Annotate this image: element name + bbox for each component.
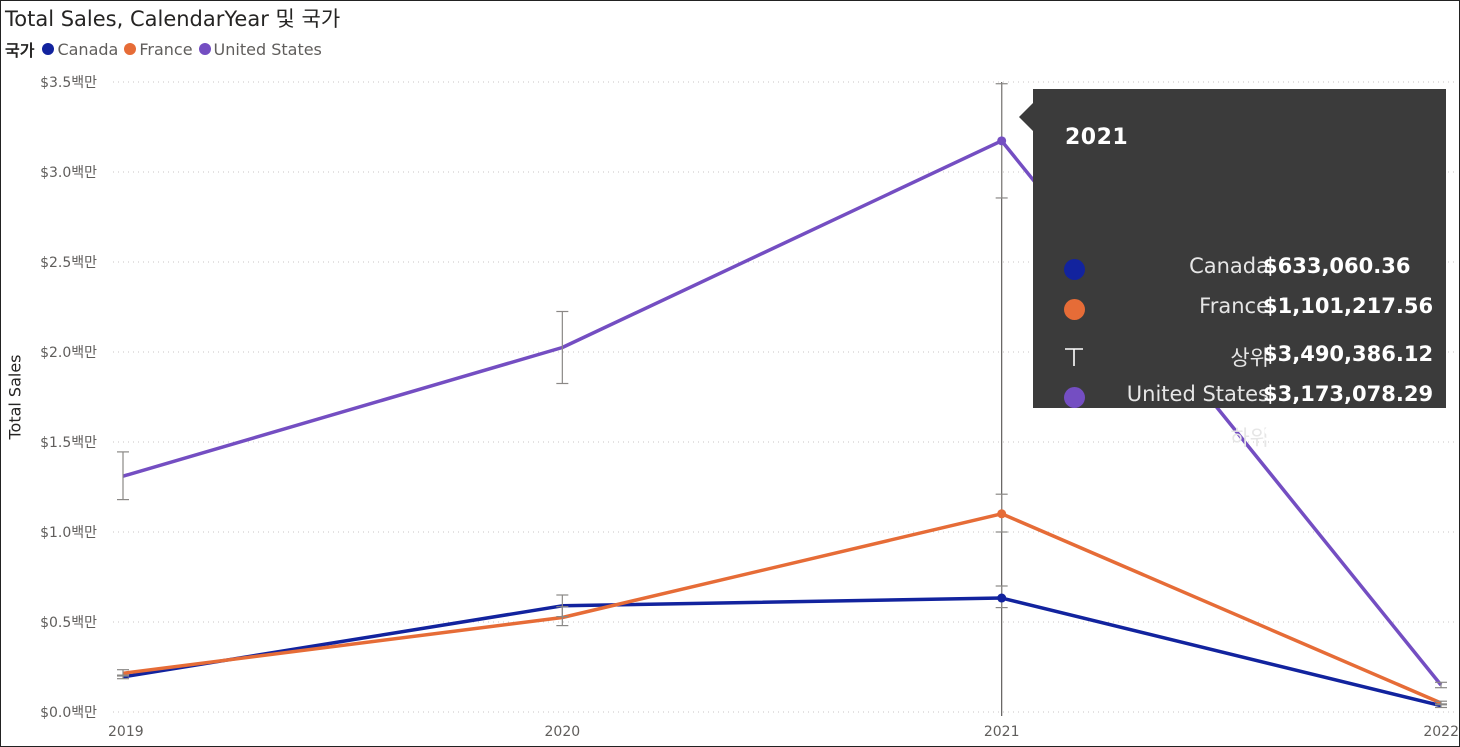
series-line-canada — [122, 596, 1442, 708]
x-tick-label: 2019 — [108, 724, 144, 740]
tooltip-marker-canada — [1063, 258, 1085, 280]
tooltip-row-canada: Canada $633,060.36 — [1063, 252, 1433, 284]
tooltip-pointer — [1019, 103, 1033, 131]
y-tick-label: $0.0백만 — [40, 705, 97, 721]
legend-item-france[interactable]: France — [124, 39, 193, 59]
legend-item-canada[interactable]: Canada — [42, 40, 118, 59]
lower-bound-icon — [1063, 426, 1085, 448]
series-line-france — [122, 512, 1442, 705]
tooltip-dot-united-states — [1063, 386, 1085, 408]
legend-marker-united-states — [198, 43, 211, 55]
tooltip-value-united-states: $3,173,078.29 — [1263, 382, 1434, 406]
upper-bound-icon — [1063, 346, 1085, 368]
tooltip-label-united-states: United States — [1126, 382, 1269, 406]
chart-title: Total Sales, CalendarYear 및 국가 — [5, 7, 341, 31]
x-tick-label: 2022 — [1423, 724, 1459, 740]
data-point-canada — [997, 593, 1007, 603]
tooltip-row-upper: 상위 $3,490,386.12 — [1063, 340, 1433, 372]
tooltip-row-france: France $1,101,217.56 — [1063, 292, 1433, 324]
tooltip: 2021 Canada $633,060.36 France $1,101,21… — [1019, 89, 1446, 450]
y-tick-label: $1.5백만 — [40, 435, 97, 451]
legend-label-france: France — [139, 39, 193, 59]
legend-marker-canada — [42, 43, 55, 55]
tooltip-label-france: France — [1199, 294, 1269, 318]
tooltip-value-lower: $2,855,770.46 — [1263, 422, 1434, 446]
tooltip-value-upper: $3,490,386.12 — [1263, 342, 1434, 366]
tooltip-marker-united-states — [1063, 386, 1085, 408]
y-tick-label: $2.0백만 — [40, 345, 97, 361]
series-line-united-states — [122, 139, 1443, 687]
legend-marker-france — [124, 43, 137, 55]
y-tick-label: $2.5백만 — [40, 255, 97, 271]
data-point-united-states — [997, 136, 1007, 146]
y-tick-label: $3.5백만 — [40, 75, 97, 91]
y-tick-label: $3.0백만 — [40, 165, 97, 181]
tooltip-label-upper: 상위 — [1230, 346, 1269, 370]
tooltip-title: 2021 — [1065, 125, 1129, 150]
legend-label-united-states: United States — [213, 39, 322, 59]
legend: 국가 Canada France United States — [5, 38, 328, 61]
data-point-france — [997, 509, 1007, 519]
y-tick-label: $0.5백만 — [40, 615, 97, 631]
tooltip-row-lower: 하위 $2,855,770.46 — [1063, 420, 1433, 452]
tooltip-label-canada: Canada — [1189, 254, 1269, 278]
legend-label-canada: Canada — [57, 39, 119, 59]
legend-title: 국가 — [5, 41, 35, 60]
x-tick-label: 2021 — [984, 724, 1020, 740]
tooltip-value-france: $1,101,217.56 — [1263, 294, 1434, 318]
tooltip-row-united-states: United States $3,173,078.29 — [1063, 380, 1433, 412]
tooltip-dot-canada — [1063, 258, 1085, 280]
x-tick-label: 2020 — [545, 724, 581, 740]
legend-item-united-states[interactable]: United States — [198, 39, 322, 59]
tooltip-value-canada: $633,060.36 — [1263, 254, 1411, 278]
y-tick-label: $1.0백만 — [40, 525, 97, 541]
tooltip-label-lower: 하위 — [1230, 426, 1269, 450]
tooltip-marker-france — [1063, 298, 1085, 320]
tooltip-dot-france — [1063, 298, 1085, 320]
